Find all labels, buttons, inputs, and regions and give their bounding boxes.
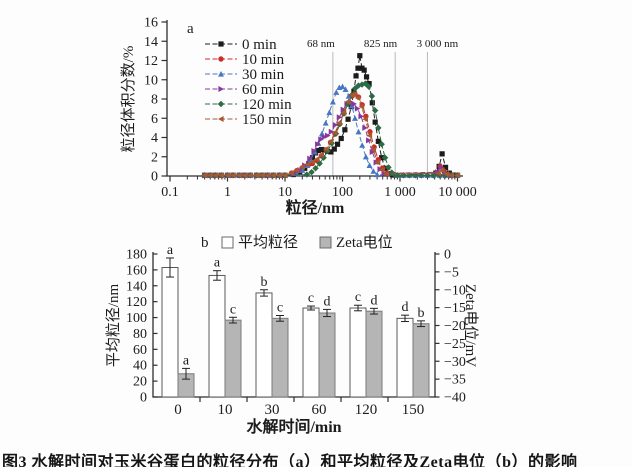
svg-text:d: d: [371, 293, 378, 308]
svg-text:−40: −40: [444, 391, 466, 406]
svg-text:Zeta电位: Zeta电位: [336, 234, 393, 251]
svg-text:c: c: [308, 291, 314, 306]
bars-Zeta电位: ac c d db: [177, 293, 430, 398]
svg-text:20: 20: [133, 375, 147, 390]
svg-text:12: 12: [144, 54, 158, 69]
svg-text:100: 100: [332, 185, 353, 200]
svg-text:4: 4: [151, 131, 158, 146]
svg-text:1: 1: [224, 185, 231, 200]
svg-text:30: 30: [265, 402, 280, 418]
svg-text:−15: −15: [444, 301, 466, 316]
svg-text:120 min: 120 min: [242, 97, 292, 113]
svg-text:粒径/nm: 粒径/nm: [286, 198, 345, 217]
svg-text:−10: −10: [444, 283, 466, 298]
svg-text:a: a: [187, 21, 194, 37]
svg-text:10: 10: [218, 402, 233, 418]
svg-text:0: 0: [140, 391, 147, 406]
svg-text:粒径体积分数/%: 粒径体积分数/%: [120, 46, 137, 153]
svg-text:14: 14: [144, 35, 158, 50]
svg-text:10 min: 10 min: [242, 52, 285, 68]
svg-text:10: 10: [144, 73, 158, 88]
svg-text:a: a: [183, 353, 190, 368]
series-150-min: [201, 91, 461, 179]
svg-text:0 min: 0 min: [242, 37, 277, 53]
svg-text:60: 60: [312, 402, 327, 418]
svg-text:d: d: [324, 294, 331, 309]
series-60-min: [202, 98, 461, 179]
series-0-min: [202, 53, 461, 178]
svg-text:160: 160: [126, 263, 147, 278]
svg-text:120: 120: [126, 295, 147, 310]
svg-text:100: 100: [126, 311, 147, 326]
svg-text:平均粒径: 平均粒径: [238, 234, 298, 251]
svg-text:60 min: 60 min: [242, 82, 285, 98]
svg-text:10: 10: [278, 185, 292, 200]
svg-text:a: a: [214, 256, 221, 271]
svg-text:150 min: 150 min: [242, 112, 292, 128]
svg-text:−30: −30: [444, 355, 466, 370]
svg-text:−20: −20: [444, 319, 466, 334]
svg-text:水解时间/min: 水解时间/min: [246, 417, 341, 436]
legend-b: 平均粒径 Zeta电位: [221, 234, 393, 251]
svg-text:平均粒径/nm: 平均粒径/nm: [105, 284, 122, 368]
svg-text:180: 180: [126, 248, 147, 263]
svg-text:60: 60: [133, 343, 147, 358]
svg-text:0.1: 0.1: [161, 185, 179, 200]
svg-text:Zeta电位/mV: Zeta电位/mV: [462, 284, 479, 367]
svg-text:c: c: [277, 300, 283, 315]
reference-gridlines: 68 nm 825 nm 3 000 nm: [307, 38, 459, 176]
svg-text:0: 0: [444, 248, 451, 263]
svg-text:b: b: [418, 306, 425, 321]
svg-text:10 000: 10 000: [438, 185, 477, 200]
svg-text:−5: −5: [444, 265, 459, 280]
svg-text:c: c: [355, 290, 361, 305]
svg-text:140: 140: [126, 279, 147, 294]
svg-text:2: 2: [151, 150, 158, 165]
svg-text:120: 120: [355, 402, 378, 418]
axes: 0 2 4 6 8 10 12 14 16 0.1 1 10 100 1 000 10 000 粒径/nm 粒径…: [120, 16, 477, 218]
figure-caption: 图3 水解时间对玉米谷蛋白的粒径分布（a）和平均粒径及Zeta电位（b）的影响: [2, 454, 578, 467]
svg-text:3 000 nm: 3 000 nm: [417, 38, 459, 50]
particle-size-distribution-chart: 68 nm 825 nm 3 000 nm 0 2 4 6 8 10 12 14 16 0.1 1 10 10…: [120, 16, 477, 218]
svg-text:d: d: [402, 300, 409, 315]
svg-text:30 min: 30 min: [242, 67, 285, 83]
svg-text:0: 0: [151, 170, 158, 185]
svg-text:6: 6: [151, 112, 158, 127]
svg-text:b: b: [201, 235, 209, 251]
svg-text:40: 40: [133, 359, 147, 374]
svg-text:b: b: [261, 275, 268, 290]
svg-text:−25: −25: [444, 337, 466, 352]
svg-text:68 nm: 68 nm: [307, 38, 335, 50]
svg-text:−35: −35: [444, 373, 466, 388]
svg-text:1 000: 1 000: [384, 185, 416, 200]
series-120-min: [201, 80, 461, 179]
svg-text:150: 150: [402, 402, 425, 418]
svg-text:0: 0: [174, 402, 182, 418]
svg-text:16: 16: [144, 16, 158, 31]
svg-text:c: c: [230, 302, 236, 317]
svg-text:a: a: [167, 243, 174, 258]
svg-text:8: 8: [151, 93, 158, 108]
svg-text:825 nm: 825 nm: [364, 38, 398, 50]
svg-text:80: 80: [133, 327, 147, 342]
